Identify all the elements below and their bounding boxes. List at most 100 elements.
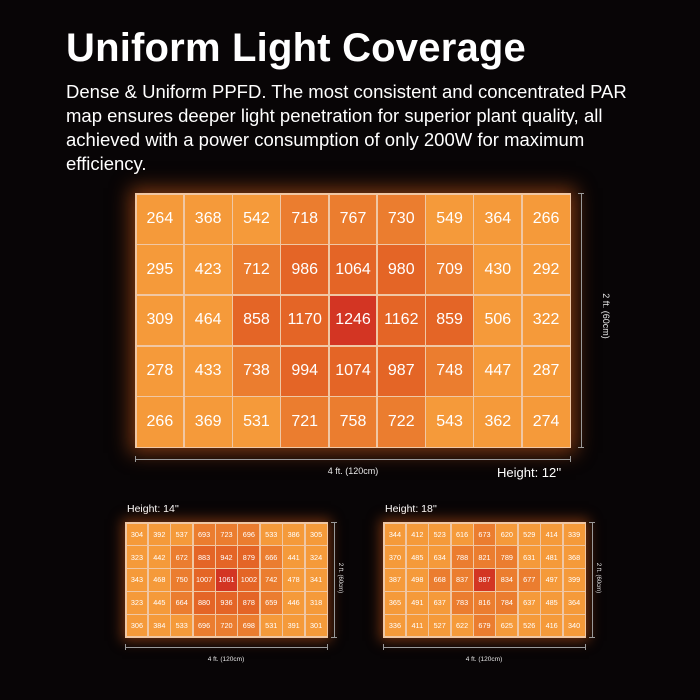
ppfd-cell: 485 (406, 546, 428, 568)
ppfd-cell: 677 (518, 569, 540, 591)
ppfd-cell: 523 (429, 523, 451, 545)
ppfd-cell: 837 (451, 569, 473, 591)
ppfd-cell: 304 (126, 523, 148, 545)
ppfd-cell: 887 (474, 569, 495, 591)
ppfd-cell: 497 (541, 569, 563, 591)
ppfd-cell: 481 (541, 546, 563, 568)
ppfd-cell: 323 (126, 592, 148, 614)
ppfd-cell: 616 (451, 523, 473, 545)
ppfd-cell: 987 (377, 346, 425, 396)
ppfd-cell: 368 (184, 194, 232, 244)
ppfd-cell: 446 (283, 592, 305, 614)
depth-dimension-tick-bottom (331, 637, 337, 638)
ppfd-cell: 412 (406, 523, 428, 545)
ppfd-cell: 698 (238, 615, 260, 637)
ppfd-cell: 339 (563, 523, 585, 545)
depth-label: 2 ft. (60cm) (337, 562, 343, 594)
ppfd-cell: 730 (377, 194, 425, 244)
ppfd-cell: 720 (216, 615, 237, 637)
ppfd-cell: 1246 (329, 295, 377, 346)
ppfd-cell: 318 (305, 592, 327, 614)
ppfd-cell: 767 (329, 194, 377, 244)
ppfd-cell: 368 (563, 546, 585, 568)
ppfd-cell: 278 (136, 346, 184, 396)
ppfd-cell: 343 (126, 569, 148, 591)
ppfd-cell: 821 (474, 546, 495, 568)
ppfd-cell: 748 (426, 346, 473, 396)
ppfd-cell: 430 (474, 245, 522, 295)
ppfd-cell: 666 (260, 546, 282, 568)
ppfd-cell: 323 (126, 546, 148, 568)
ppfd-cell: 416 (541, 615, 563, 637)
ppfd-cell: 301 (305, 615, 327, 637)
ppfd-cell: 738 (233, 346, 280, 396)
ppfd-cell: 936 (216, 592, 237, 614)
width-dimension-line (125, 647, 328, 648)
ppfd-cell: 634 (429, 546, 451, 568)
depth-dimension-tick-top (578, 193, 584, 194)
ppfd-cell: 340 (563, 615, 585, 637)
ppfd-cell: 336 (384, 615, 406, 637)
ppfd-cell: 322 (522, 295, 570, 346)
ppfd-cell: 527 (429, 615, 451, 637)
ppfd-cell: 659 (260, 592, 282, 614)
page-title: Uniform Light Coverage (66, 26, 526, 70)
height-label: Height: 14'' (127, 503, 179, 515)
ppfd-cell: 491 (406, 592, 428, 614)
ppfd-cell: 696 (193, 615, 215, 637)
ppfd-cell: 880 (193, 592, 215, 614)
ppfd-cell: 1002 (238, 569, 260, 591)
ppfd-cell: 391 (283, 615, 305, 637)
height-label: Height: 12'' (497, 465, 562, 480)
ppfd-cell: 858 (233, 295, 280, 346)
width-dimension-tick-right (570, 456, 571, 462)
ppfd-cell: 721 (281, 397, 329, 447)
ppfd-cell: 485 (541, 592, 563, 614)
ppfd-cell: 789 (496, 546, 518, 568)
ppfd-cell: 445 (148, 592, 170, 614)
ppfd-cell: 464 (184, 295, 232, 346)
ppfd-cell: 693 (193, 523, 215, 545)
ppfd-cell: 423 (184, 245, 232, 295)
ppfd-cell: 433 (184, 346, 232, 396)
ppfd-cell: 679 (474, 615, 495, 637)
ppfd-cell: 879 (238, 546, 260, 568)
ppfd-cell: 264 (136, 194, 184, 244)
ppfd-cell: 631 (518, 546, 540, 568)
par-map-height-18: 344 412 523 616 673 620 529 414 339 370 485 634 788 8… (383, 522, 586, 638)
ppfd-cell: 478 (283, 569, 305, 591)
ppfd-cell: 362 (474, 397, 522, 447)
ppfd-cell: 309 (136, 295, 184, 346)
ppfd-cell: 1064 (329, 245, 377, 295)
ppfd-cell: 672 (171, 546, 193, 568)
width-label: 4 ft. (120cm) (465, 656, 503, 663)
ppfd-cell: 942 (216, 546, 237, 568)
ppfd-cell: 625 (496, 615, 518, 637)
par-map-height-14: 304 392 537 693 723 696 533 386 305 323 442 672 883 9… (125, 522, 328, 638)
ppfd-cell: 344 (384, 523, 406, 545)
ppfd-cell: 723 (216, 523, 237, 545)
ppfd-cell: 526 (518, 615, 540, 637)
depth-label: 2 ft. (60cm) (601, 293, 611, 339)
ppfd-cell: 620 (496, 523, 518, 545)
ppfd-cell: 305 (305, 523, 327, 545)
ppfd-cell: 883 (193, 546, 215, 568)
width-dimension-line (383, 647, 586, 648)
depth-dimension-tick-bottom (589, 637, 595, 638)
ppfd-cell: 392 (148, 523, 170, 545)
ppfd-cell: 324 (305, 546, 327, 568)
ppfd-cell: 834 (496, 569, 518, 591)
width-label: 4 ft. (120cm) (207, 656, 245, 663)
ppfd-cell: 878 (238, 592, 260, 614)
ppfd-cell: 266 (522, 194, 570, 244)
depth-dimension-tick-top (331, 522, 337, 523)
width-dimension-tick-right (585, 644, 586, 650)
depth-dimension-tick-bottom (578, 447, 584, 448)
width-dimension-tick-right (327, 644, 328, 650)
width-label: 4 ft. (120cm) (327, 466, 379, 476)
ppfd-cell: 542 (233, 194, 280, 244)
depth-dimension-line (592, 522, 593, 638)
ppfd-cell: 788 (451, 546, 473, 568)
ppfd-cell: 531 (260, 615, 282, 637)
depth-dimension-line (581, 193, 582, 448)
